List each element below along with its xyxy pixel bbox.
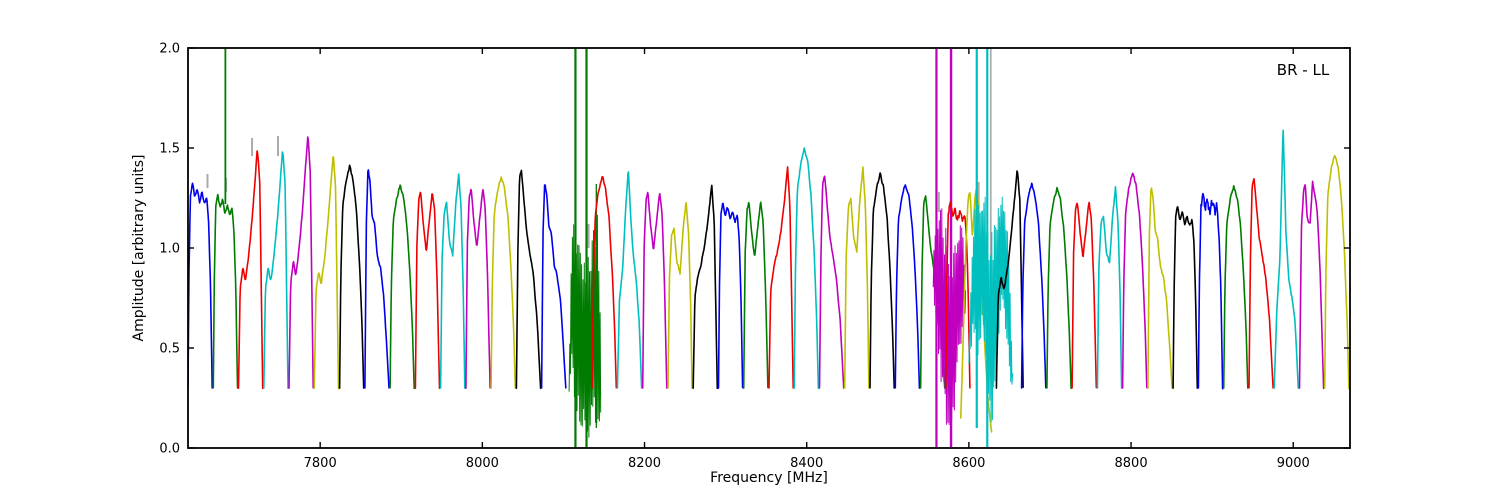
noise-blob-m (932, 208, 967, 425)
spectrum-segment-m (1121, 172, 1148, 389)
spectrum-segment-b (717, 202, 744, 389)
spectrum-segment-y (1323, 154, 1350, 390)
spectrum-segment-r (1071, 201, 1098, 389)
spectrum-segment-c (793, 147, 820, 390)
baseline-polarization-annotation: BR - LL (1277, 61, 1330, 79)
y-axis-label: Amplitude [arbitrary units] (131, 155, 147, 342)
spectrum-segment-c (616, 171, 643, 389)
spectrum-segment-g (212, 193, 239, 389)
spectrum-segment-c (439, 173, 466, 389)
data-layer (188, 48, 1350, 448)
spectrum-segment-m (1298, 180, 1325, 390)
spectrum-segment-r (1248, 178, 1274, 389)
spectrum-segment-m (818, 175, 845, 389)
spectrum-segment-b (188, 182, 213, 390)
spectrum-segment-g (389, 184, 415, 390)
spectrum-segment-y (843, 166, 870, 389)
y-tick-label: 1.5 (159, 142, 180, 157)
spectrum-segment-b (1197, 192, 1224, 390)
spectrum-segment-g (1222, 185, 1249, 389)
x-tick-label: 8600 (952, 456, 985, 471)
x-axis-label: Frequency [MHz] (710, 470, 828, 486)
spectrum-segment-k (869, 172, 895, 389)
spectrum-segment-y (313, 156, 340, 390)
spectrum-segment-k (995, 170, 1024, 389)
spectrum-segment-k (692, 184, 719, 390)
x-tick-label: 7800 (304, 456, 337, 471)
x-tick-label: 9000 (1277, 456, 1310, 471)
x-tick-label: 8000 (466, 456, 499, 471)
y-tick-label: 2.0 (159, 42, 180, 57)
spectrum-segment-r (414, 191, 441, 389)
spectrum-segment-m (641, 191, 668, 389)
axes-layer: 7800 8000 8200 8400 8600 8800 9000 0.0 0.5 1.0 1.5… (159, 42, 1351, 471)
spectrum-segment-c (1273, 129, 1300, 389)
y-tick-label: 1.0 (159, 242, 180, 257)
spectrum-segment-b (1020, 182, 1047, 389)
spectrum-segment-c (263, 151, 289, 389)
spectrum-segment-y (667, 202, 693, 389)
spectrum-segment-b (540, 184, 567, 389)
spectrum-segment-k (1172, 206, 1199, 389)
spectrum-segment-r (591, 175, 618, 389)
x-tick-label: 8400 (790, 456, 823, 471)
spectrum-segment-b (364, 169, 390, 389)
spectrum-segment-c (1096, 186, 1123, 389)
x-tick-label: 8200 (628, 456, 661, 471)
spectrum-segment-m (288, 136, 314, 389)
spectrum-segment-g (742, 201, 769, 389)
y-tick-label: 0.5 (159, 342, 180, 357)
spectrum-segment-k (515, 169, 542, 389)
spectrum-segment-g (1046, 186, 1072, 390)
spectrum-segment-k (338, 164, 365, 389)
spectrum-segment-b (894, 184, 921, 389)
spectrum-segment-m (465, 188, 491, 389)
y-tick-label: 0.0 (159, 442, 180, 457)
x-tick-label: 8800 (1115, 456, 1148, 471)
spectrum-segment-r (768, 166, 794, 389)
spectrum-segment-y (490, 176, 517, 389)
spectrum-segment-r (237, 150, 264, 390)
spectrum-segment-y (1147, 187, 1173, 389)
